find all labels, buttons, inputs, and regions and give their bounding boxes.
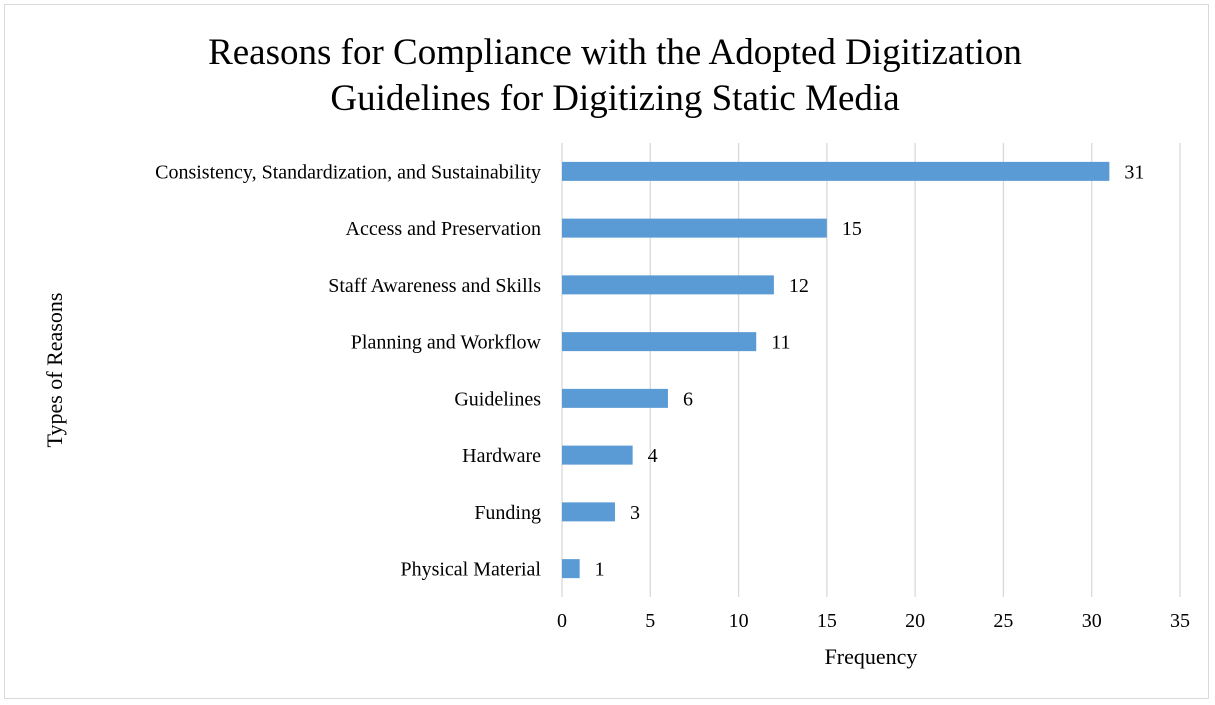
x-tick-label: 30 — [1082, 610, 1102, 632]
category-label: Consistency, Standardization, and Sustai… — [155, 161, 541, 183]
category-label: Guidelines — [454, 388, 541, 410]
category-label: Staff Awareness and Skills — [328, 275, 541, 297]
x-tick-label: 35 — [1170, 610, 1190, 632]
data-label: 31 — [1124, 161, 1144, 183]
x-tick-label: 25 — [993, 610, 1013, 632]
data-label: 1 — [595, 559, 605, 581]
bar — [562, 218, 827, 238]
bar — [562, 332, 757, 352]
x-tick-label: 15 — [817, 610, 837, 632]
x-axis-title: Frequency — [825, 644, 918, 669]
data-label: 6 — [683, 388, 693, 410]
category-label: Physical Material — [400, 559, 541, 581]
data-label: 15 — [842, 218, 862, 240]
data-label: 3 — [630, 502, 640, 524]
bar — [562, 559, 580, 579]
grid-lines — [561, 143, 1181, 597]
data-label: 12 — [789, 275, 809, 297]
chart-frame — [4, 4, 1209, 699]
x-tick-label: 20 — [905, 610, 925, 632]
bar — [562, 445, 633, 465]
bar — [562, 388, 668, 408]
labels: 0 5 10 15 20 25 30 35 Consistency, Standardizati… — [155, 161, 1190, 632]
y-axis-title: Types of Reasons — [42, 293, 67, 448]
category-label: Funding — [474, 502, 541, 524]
x-tick-label: 10 — [729, 610, 749, 632]
category-label: Planning and Workflow — [351, 332, 542, 354]
data-label: 4 — [648, 445, 658, 467]
category-label: Hardware — [462, 445, 541, 467]
x-tick-label: 0 — [557, 610, 567, 632]
data-label: 11 — [771, 332, 790, 354]
x-tick-label: 5 — [645, 610, 655, 632]
bars — [562, 161, 1110, 579]
bar — [562, 502, 615, 522]
category-label: Access and Preservation — [346, 218, 542, 240]
chart-title: Reasons for Compliance with the Adopted … — [208, 32, 1022, 119]
bar — [562, 161, 1110, 181]
bar — [562, 275, 774, 295]
